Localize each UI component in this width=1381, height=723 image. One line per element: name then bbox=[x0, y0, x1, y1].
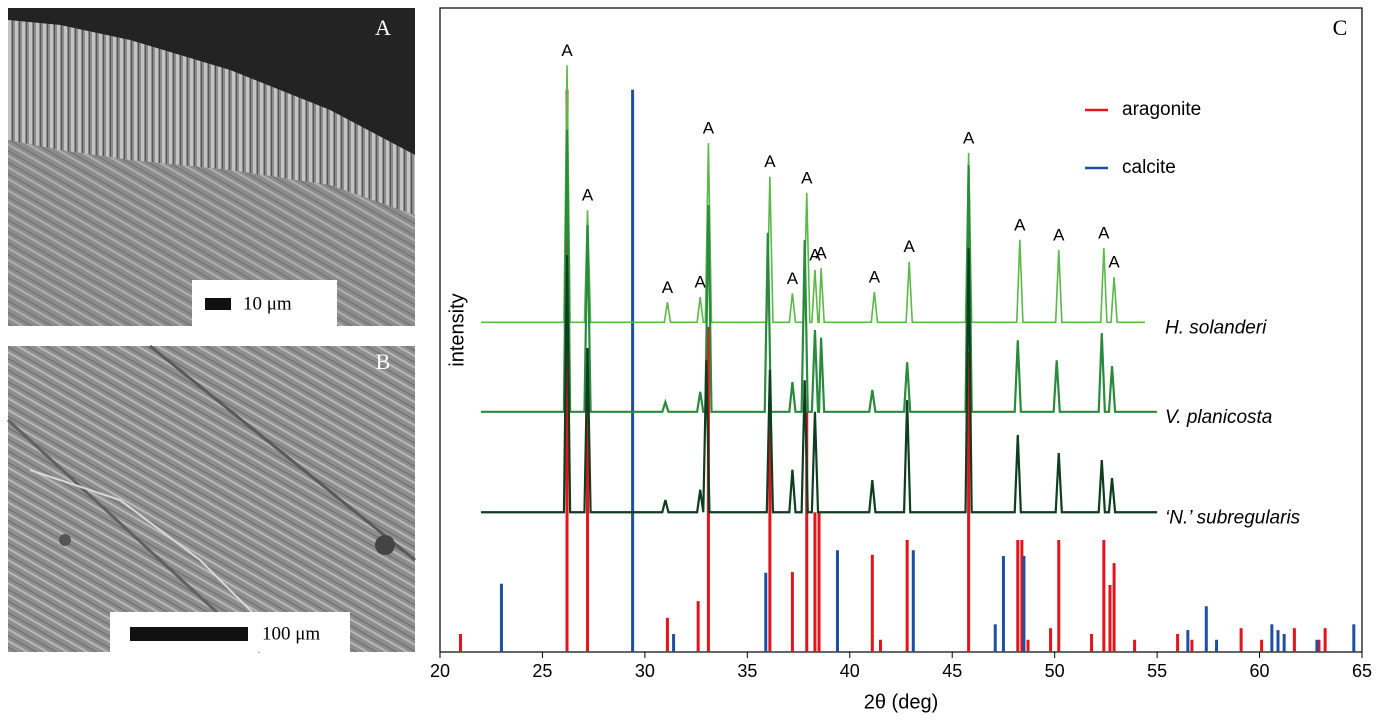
sem-image-b: 100 μm B bbox=[6, 344, 416, 654]
peak-label: A bbox=[561, 41, 573, 60]
trace-label: ‘N.’ subregularis bbox=[1165, 507, 1301, 528]
x-tick-label: 40 bbox=[840, 661, 860, 681]
x-tick-label: 55 bbox=[1147, 661, 1167, 681]
x-tick-label: 45 bbox=[942, 661, 962, 681]
peak-label: A bbox=[1014, 215, 1026, 234]
scale-bar-label: 100 μm bbox=[262, 623, 320, 644]
panel-label: A bbox=[375, 15, 391, 40]
y-axis-label: intensity bbox=[446, 293, 468, 366]
peak-label: A bbox=[662, 278, 674, 297]
peak-label: A bbox=[582, 186, 594, 205]
peak-label: A bbox=[869, 267, 881, 286]
peak-label: A bbox=[1108, 253, 1120, 272]
legend-label: aragonite bbox=[1122, 99, 1201, 120]
x-tick-label: 20 bbox=[430, 661, 450, 681]
plot-frame bbox=[439, 7, 1363, 653]
peak-label: A bbox=[963, 128, 975, 147]
peak-label: A bbox=[703, 119, 715, 138]
x-tick-label: 65 bbox=[1352, 661, 1372, 681]
peak-label: A bbox=[809, 246, 821, 265]
trace-label: H. solanderi bbox=[1165, 317, 1267, 338]
xrd-pattern bbox=[480, 248, 1158, 514]
peak-label: A bbox=[815, 244, 827, 263]
x-tick-label: 30 bbox=[635, 661, 655, 681]
peak-label: A bbox=[904, 237, 916, 256]
panel-label: B bbox=[376, 349, 391, 374]
peak-label: A bbox=[1053, 226, 1065, 245]
xrd-pattern bbox=[480, 65, 1145, 324]
peak-label: A bbox=[1098, 224, 1110, 243]
scale-bar-label: 10 μm bbox=[243, 293, 292, 314]
panel-label: C bbox=[1333, 15, 1348, 40]
x-axis-label: 2θ (deg) bbox=[864, 691, 939, 713]
x-tick-label: 50 bbox=[1045, 661, 1065, 681]
x-tick-label: 60 bbox=[1250, 661, 1270, 681]
x-tick-label: 35 bbox=[737, 661, 757, 681]
legend-label: calcite bbox=[1122, 157, 1176, 178]
peak-label: A bbox=[695, 273, 707, 292]
x-tick-label: 25 bbox=[532, 661, 552, 681]
sem-image-a: 10 μm A bbox=[8, 8, 415, 326]
trace-label: V. planicosta bbox=[1165, 407, 1272, 428]
peak-label: A bbox=[801, 168, 813, 187]
xrd-pattern bbox=[480, 129, 1158, 413]
peak-label: A bbox=[764, 152, 776, 171]
peak-label: A bbox=[787, 269, 799, 288]
